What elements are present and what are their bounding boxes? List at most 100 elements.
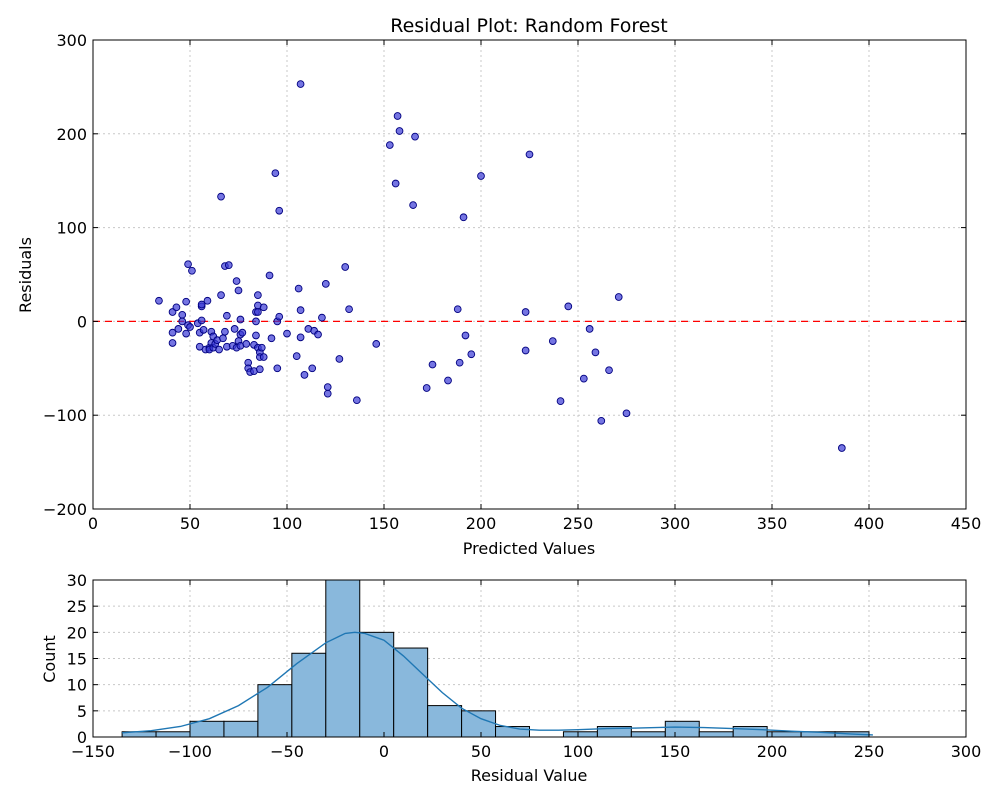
scatter-point [521, 346, 530, 355]
scatter-x-tick-label: 0 [88, 514, 98, 533]
scatter-point [219, 334, 227, 343]
scatter-point [525, 150, 534, 159]
scatter-point [391, 179, 400, 188]
scatter-point [477, 172, 485, 180]
scatter-point [422, 384, 431, 392]
scatter-point [564, 302, 573, 311]
scatter-point [252, 331, 260, 340]
scatter-y-ticks: −200 −100 0 100 200 300 [43, 31, 966, 519]
scatter-y-tick-label: −100 [43, 406, 87, 425]
scatter-point [186, 323, 194, 331]
scatter-point [203, 296, 212, 305]
scatter-point [294, 284, 303, 293]
scatter-point [221, 327, 229, 336]
scatter-point [197, 300, 206, 309]
scatter-y-tick-label: 200 [56, 125, 87, 144]
scatter-point [323, 389, 332, 398]
scatter-x-tick-label: 50 [180, 514, 200, 533]
scatter-point [215, 345, 223, 354]
scatter-point [521, 308, 530, 316]
scatter-point [257, 343, 266, 352]
histogram-kde-curve [122, 631, 873, 736]
scatter-point [182, 297, 190, 306]
scatter-point [318, 313, 326, 322]
histogram-x-tick-label: 200 [757, 742, 788, 761]
scatter-x-tick-label: 400 [854, 514, 885, 533]
histogram-x-tick-label: −100 [168, 742, 212, 761]
scatter-point [178, 310, 187, 319]
histogram-bar [155, 731, 191, 738]
scatter-point [461, 331, 470, 340]
histogram-x-axis-label: Residual Value [471, 766, 588, 785]
scatter-point [585, 325, 594, 333]
histogram-x-ticks: −150 −100 −50 0 50 100 150 200 250 300 [71, 580, 981, 761]
scatter-point [548, 337, 557, 345]
scatter-point [341, 263, 350, 271]
scatter-point [275, 206, 284, 215]
histogram-panel: −150 −100 −50 0 50 100 150 200 250 300 0 5 10 15 20 25… [40, 571, 981, 785]
scatter-point [188, 266, 196, 275]
scatter-y-tick-label: −200 [43, 500, 87, 519]
scatter-point [308, 364, 317, 373]
scatter-x-tick-label: 250 [563, 514, 594, 533]
scatter-y-axis-label: Residuals [16, 237, 35, 313]
histogram-x-tick-label: 150 [660, 742, 691, 761]
histogram-bar [189, 720, 225, 738]
histogram-x-tick-label: −50 [270, 742, 304, 761]
scatter-point [579, 374, 588, 383]
histogram-bar [698, 731, 734, 738]
scatter-x-tick-label: 150 [369, 514, 400, 533]
scatter-point [314, 330, 322, 339]
scatter-point [242, 340, 251, 348]
scatter-point [255, 365, 264, 374]
scatter-point [271, 169, 280, 178]
histogram-y-tick-label: 25 [67, 597, 87, 616]
scatter-point [223, 311, 231, 320]
scatter-point [296, 333, 305, 342]
histogram-bar [223, 720, 259, 738]
scatter-point [428, 360, 437, 369]
scatter-point [345, 305, 353, 314]
scatter-point [197, 316, 206, 325]
scatter-point [409, 201, 417, 209]
scatter-y-tick-label: 0 [77, 312, 87, 331]
scatter-x-ticks: 0 50 100 150 200 250 300 350 400 450 [88, 40, 981, 533]
scatter-point [296, 80, 305, 88]
scatter-point [459, 213, 468, 222]
scatter-point [232, 277, 241, 285]
scatter-point [411, 132, 419, 141]
scatter-point [273, 364, 282, 373]
scatter-point [335, 355, 344, 363]
histogram-bar [359, 631, 395, 738]
histogram-y-tick-label: 20 [67, 623, 87, 642]
histogram-x-tick-label: −150 [71, 742, 115, 761]
scatter-plot-frame [92, 39, 967, 510]
histogram-x-tick-label: 300 [951, 742, 982, 761]
scatter-x-tick-label: 300 [660, 514, 691, 533]
histogram-y-tick-label: 30 [67, 571, 87, 590]
histogram-y-tick-label: 10 [67, 676, 87, 695]
scatter-point [837, 444, 846, 452]
scatter-point [385, 141, 394, 149]
histogram-bar [461, 710, 497, 738]
histogram-x-tick-label: 0 [379, 742, 389, 761]
histogram-x-tick-label: 50 [471, 742, 491, 761]
scatter-point [556, 397, 565, 405]
scatter-point [393, 112, 402, 120]
histogram-bar [257, 684, 293, 738]
scatter-point [168, 328, 177, 337]
scatter-x-tick-label: 200 [466, 514, 497, 533]
scatter-point [174, 325, 183, 333]
scatter-point [182, 329, 190, 338]
scatter-point [444, 376, 452, 385]
scatter-point [238, 328, 247, 337]
scatter-y-tick-label: 300 [56, 31, 87, 50]
scatter-point [597, 416, 606, 425]
histogram-y-tick-label: 0 [77, 728, 87, 747]
scatter-y-tick-label: 100 [56, 219, 87, 238]
scatter-point [224, 261, 233, 269]
scatter-x-tick-label: 100 [272, 514, 303, 533]
scatter-point [467, 350, 476, 359]
histogram-kde-group [122, 631, 873, 736]
scatter-point [217, 291, 225, 299]
